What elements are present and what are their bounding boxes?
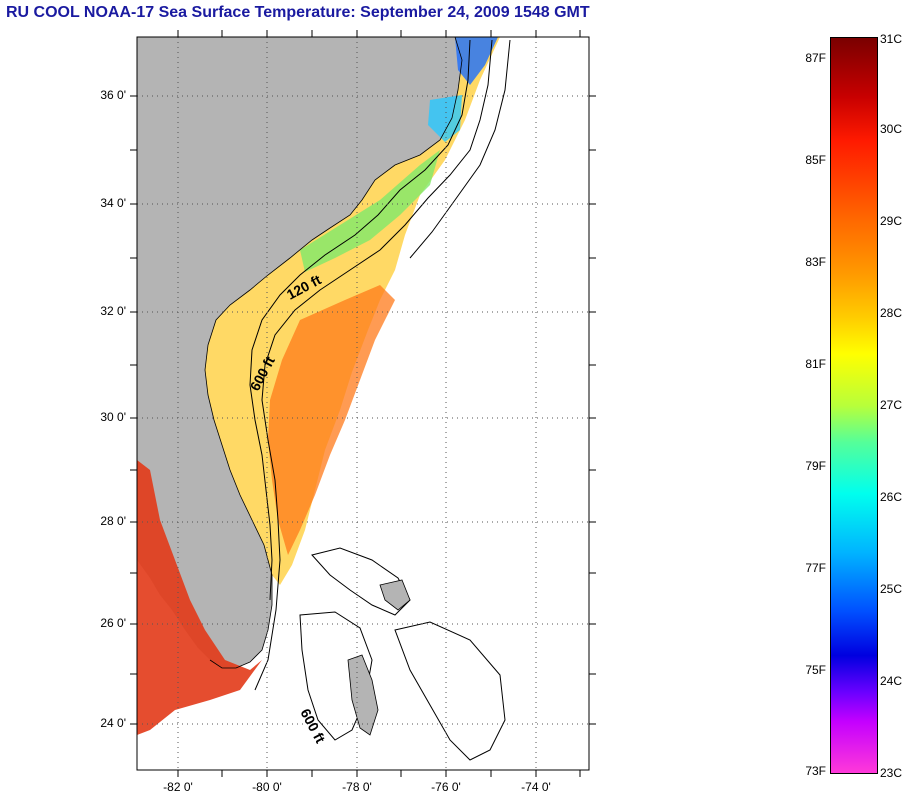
colorbar-label-28c: 28C: [880, 306, 903, 320]
contour-label-600ft-south: 600 ft: [297, 706, 328, 746]
grid-lines: [137, 37, 589, 770]
colorbar-label-73f: 73F: [805, 764, 826, 778]
lon-label-78: -78 0': [342, 780, 372, 794]
lon-label-80: -80 0': [252, 780, 282, 794]
lat-label-36: 36 0': [100, 88, 126, 102]
isobath-120ft: [249, 39, 471, 601]
sst-swath-blue: [455, 37, 498, 85]
colorbar-label-79f: 79F: [805, 459, 826, 473]
coastline: [204, 37, 463, 669]
lat-label-28: 28 0': [100, 514, 126, 528]
lat-label-32: 32 0': [100, 304, 126, 318]
lon-label-76: -76 0': [431, 780, 461, 794]
tick-marks: [130, 30, 596, 777]
colorbar-label-26c: 26C: [880, 490, 903, 504]
colorbar-label-24c: 24C: [880, 674, 903, 688]
sst-swath-cool: [300, 150, 440, 272]
sst-gulf: [137, 460, 262, 735]
lat-label-34: 34 0': [100, 196, 126, 210]
isobath-600ft: [254, 39, 493, 691]
colorbar-label-81f: 81F: [805, 357, 826, 371]
lon-label-74: -74 0': [521, 780, 551, 794]
andros-island: [347, 654, 379, 736]
colorbar-label-25c: 25C: [880, 582, 903, 596]
abaco-island: [379, 579, 411, 611]
colorbar-label-83f: 83F: [805, 255, 826, 269]
colorbar-label-23c: 23C: [880, 766, 903, 780]
colorbar-label-77f: 77F: [805, 561, 826, 575]
colorbar-label-29c: 29C: [880, 214, 903, 228]
land-mass: [137, 37, 462, 668]
colorbar-label-27c: 27C: [880, 398, 903, 412]
map-frame: [136, 36, 590, 771]
lat-label-24: 24 0': [100, 716, 126, 730]
map-title: RU COOL NOAA-17 Sea Surface Temperature:…: [6, 4, 590, 21]
colorbar-label-75f: 75F: [805, 663, 826, 677]
colorbar-label-87f: 87F: [805, 51, 826, 65]
colorbar-label-31c: 31C: [880, 32, 903, 46]
sst-swath-warm: [268, 285, 395, 555]
sst-swath-cyan: [428, 95, 462, 142]
bahamas-islands: [299, 547, 506, 761]
colorbar-label-85f: 85F: [805, 153, 826, 167]
temperature-colorbar: [830, 37, 878, 774]
lat-label-26: 26 0': [100, 616, 126, 630]
lon-label-82: -82 0': [163, 780, 193, 794]
colorbar-label-30c: 30C: [880, 122, 903, 136]
isobath-600ft-east: [409, 39, 511, 259]
lat-label-30: 30 0': [100, 410, 126, 424]
